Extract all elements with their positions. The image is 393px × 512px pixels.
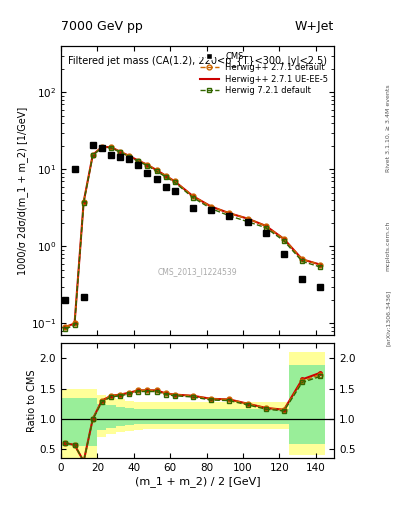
Text: 7000 GeV pp: 7000 GeV pp (61, 20, 143, 33)
Text: Filtered jet mass (CA(1.2), 220<p_{T}<300, |y|<2.5): Filtered jet mass (CA(1.2), 220<p_{T}<30… (68, 55, 327, 66)
Text: W+Jet: W+Jet (295, 20, 334, 33)
Y-axis label: Ratio to CMS: Ratio to CMS (27, 369, 37, 432)
Text: mcplots.cern.ch: mcplots.cern.ch (386, 221, 391, 271)
Text: Rivet 3.1.10, ≥ 3.4M events: Rivet 3.1.10, ≥ 3.4M events (386, 84, 391, 172)
Y-axis label: 1000/σ 2dσ/d(m_1 + m_2) [1/GeV]: 1000/σ 2dσ/d(m_1 + m_2) [1/GeV] (17, 106, 28, 275)
X-axis label: (m_1 + m_2) / 2 [GeV]: (m_1 + m_2) / 2 [GeV] (135, 476, 260, 487)
Text: CMS_2013_I1224539: CMS_2013_I1224539 (158, 267, 237, 276)
Text: [arXiv:1306.3436]: [arXiv:1306.3436] (386, 289, 391, 346)
Legend: CMS, Herwig++ 2.7.1 default, Herwig++ 2.7.1 UE-EE-5, Herwig 7.2.1 default: CMS, Herwig++ 2.7.1 default, Herwig++ 2.… (198, 50, 330, 97)
